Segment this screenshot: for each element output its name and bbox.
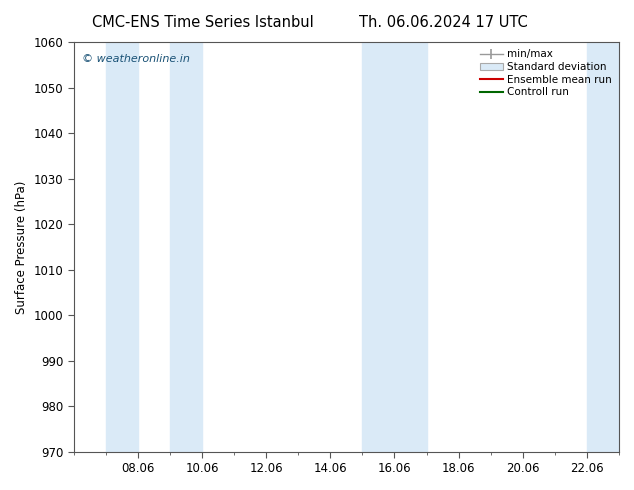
Bar: [106, 42, 138, 452]
Text: © weatheronline.in: © weatheronline.in: [82, 54, 190, 64]
Title: CMC-ENS Time Series Istanbul    Th. 06.06.2024 17 UTC: CMC-ENS Time Series Istanbul Th. 06.06.2…: [0, 489, 1, 490]
Bar: [394, 42, 427, 452]
Bar: [587, 42, 619, 452]
Bar: [170, 42, 202, 452]
Legend: min/max, Standard deviation, Ensemble mean run, Controll run: min/max, Standard deviation, Ensemble me…: [478, 47, 614, 99]
Text: Th. 06.06.2024 17 UTC: Th. 06.06.2024 17 UTC: [359, 15, 528, 30]
Text: CMC-ENS Time Series Istanbul: CMC-ENS Time Series Istanbul: [92, 15, 314, 30]
Bar: [363, 42, 394, 452]
Y-axis label: Surface Pressure (hPa): Surface Pressure (hPa): [15, 180, 28, 314]
